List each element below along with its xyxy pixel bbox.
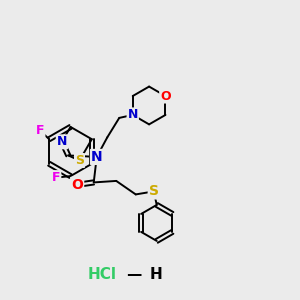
Text: F: F xyxy=(36,124,44,137)
Text: —: — xyxy=(126,267,141,282)
Text: O: O xyxy=(71,178,83,192)
Text: N: N xyxy=(91,150,103,164)
Text: N: N xyxy=(128,108,138,122)
Text: N: N xyxy=(57,135,67,148)
Text: S: S xyxy=(149,184,159,198)
Text: O: O xyxy=(160,89,171,103)
Text: HCl: HCl xyxy=(88,267,116,282)
Text: H: H xyxy=(150,267,162,282)
Text: F: F xyxy=(52,171,60,184)
Text: S: S xyxy=(75,154,84,167)
